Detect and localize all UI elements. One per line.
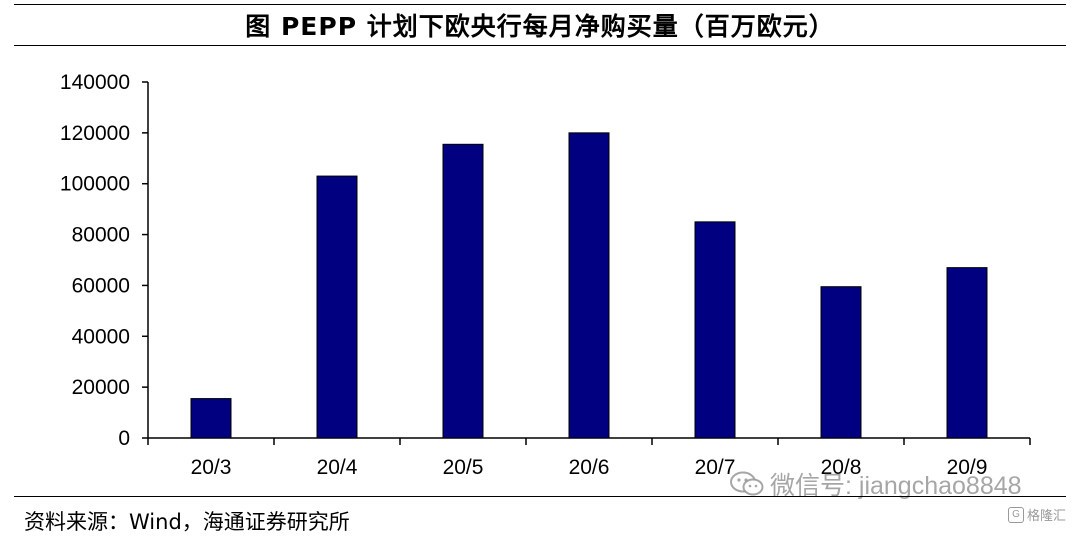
wechat-icon [730,471,764,496]
watermark-text: 微信号: jiangchao8848 [770,472,1022,500]
chart-title-bar: 图 PEPP 计划下欧央行每月净购买量（百万欧元） [14,4,1066,46]
y-tick-label: 80000 [72,224,130,247]
x-tick-label: 20/4 [317,456,358,479]
bar [694,221,736,439]
bar [316,175,358,439]
x-tick-label: 20/5 [443,456,484,479]
bar [568,132,610,439]
y-tick-label: 40000 [72,325,130,348]
y-tick-label: 140000 [60,71,130,94]
bar-chart: 0 20000 40000 60000 80000 100000 120000 140000 2… [60,71,1031,479]
bar [946,267,988,439]
brand-text: 格隆汇 [1026,508,1066,523]
y-tick-label: 0 [118,427,130,450]
y-tick-label: 100000 [60,173,130,196]
y-tick-label: 20000 [72,376,130,399]
source-bar: 资料来源：Wind，海通证券研究所 [14,496,1066,534]
bar [442,143,484,439]
y-tick-label: 60000 [72,274,130,297]
bar [820,286,862,439]
y-tick-label: 120000 [60,122,130,145]
x-tick-label: 20/8 [821,456,862,479]
x-tick-label: 20/6 [569,456,610,479]
x-tick-label: 20/7 [695,456,736,479]
source-note: 资料来源：Wind，海通证券研究所 [24,510,350,534]
brand-badge: G 格隆汇 [1007,505,1066,524]
chart-title: 图 PEPP 计划下欧央行每月净购买量（百万欧元） [245,12,835,41]
brand-logo-icon: G [1007,506,1024,523]
x-tick-label: 20/3 [191,456,232,479]
bar [190,398,232,439]
watermark: 微信号: jiangchao8848 [730,466,1022,502]
x-tick-label: 20/9 [947,456,988,479]
